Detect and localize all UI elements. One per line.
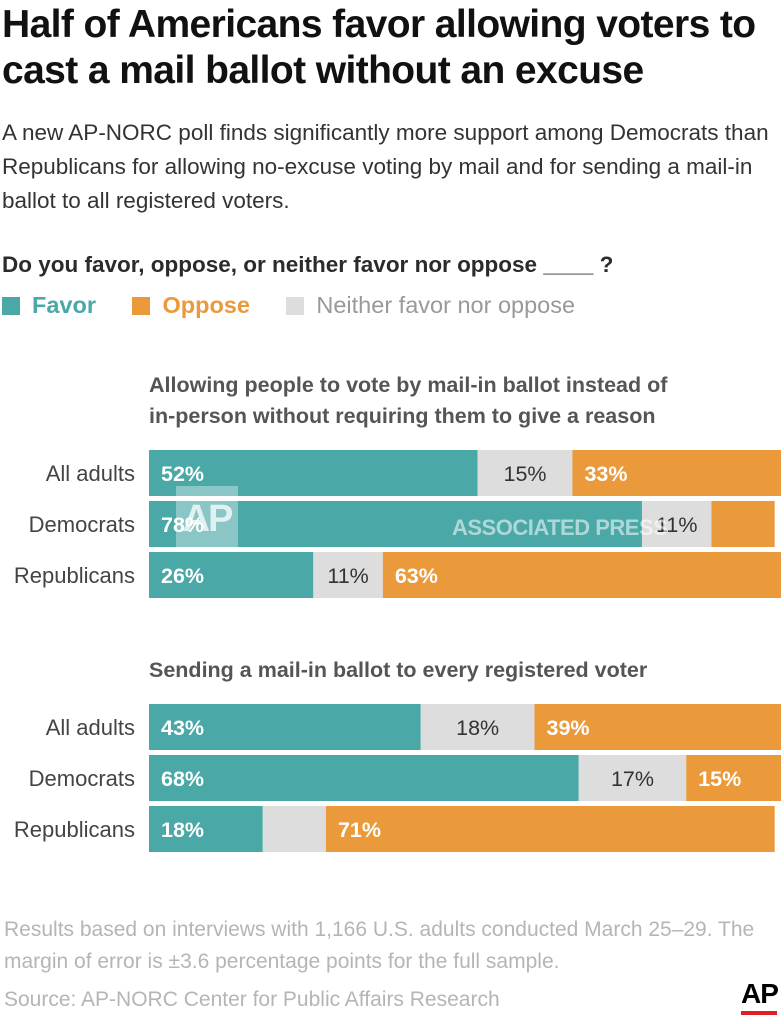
data-label-oppose: 63% xyxy=(395,564,438,588)
chart-subtitle: A new AP-NORC poll finds significantly m… xyxy=(2,120,769,213)
bar-segment-neither xyxy=(313,552,383,598)
data-label-neither: 18% xyxy=(456,716,499,740)
bar-segment-neither xyxy=(641,501,712,547)
watermark-text: ASSOCIATED PRESS xyxy=(452,515,668,540)
data-label-favor: 18% xyxy=(161,818,204,842)
footnote: Results based on interviews with 1,166 U… xyxy=(4,918,755,973)
watermark-ap-logo: AP xyxy=(176,486,238,552)
survey-question: Do you favor, oppose, or neither favor n… xyxy=(2,252,614,277)
legend-label-favor: Favor xyxy=(32,292,96,318)
category-label-all-adults: All adults xyxy=(46,715,135,740)
ap-logo-underline xyxy=(741,1011,777,1015)
bar-segment-neither xyxy=(477,450,573,496)
bar-segment-neither xyxy=(578,755,687,801)
legend-item-favor: Favor xyxy=(2,292,96,319)
source-note: Source: AP-NORC Center for Public Affair… xyxy=(4,988,500,1011)
bar-segment-oppose xyxy=(382,552,781,598)
data-label-oppose: 39% xyxy=(547,716,590,740)
data-label-favor: 43% xyxy=(161,716,204,740)
legend: Favor Oppose Neither favor nor oppose xyxy=(2,292,607,324)
data-label-favor: 68% xyxy=(161,767,204,791)
ap-logo: AP xyxy=(741,978,779,1009)
data-label-oppose: 33% xyxy=(584,462,627,486)
chart-title: Half of Americans favor allowing voters … xyxy=(2,3,756,92)
legend-swatch-favor xyxy=(2,296,20,315)
category-label-republicans: Republicans xyxy=(14,817,135,842)
panel-title-1-line-2: in-person without requiring them to give… xyxy=(149,404,656,428)
data-label-oppose: 71% xyxy=(338,818,381,842)
bar-segment-neither xyxy=(262,806,326,852)
data-label-favor: 52% xyxy=(161,462,204,486)
bar-segment-favor xyxy=(149,704,421,750)
data-label-neither: 15% xyxy=(504,462,547,486)
data-label-favor: 78% xyxy=(161,513,204,537)
panel-title-2-line-1: Sending a mail-in ballot to every regist… xyxy=(149,658,648,682)
bar-segment-neither xyxy=(420,704,535,750)
category-label-democrats: Democrats xyxy=(29,512,135,537)
bar-segment-favor xyxy=(149,501,642,547)
bar-segment-oppose xyxy=(686,755,781,801)
data-label-oppose: 15% xyxy=(698,767,741,791)
category-label-all-adults: All adults xyxy=(46,461,135,486)
legend-swatch-oppose xyxy=(132,296,151,315)
category-label-democrats: Democrats xyxy=(29,766,135,791)
bar-segment-oppose xyxy=(572,450,781,496)
legend-item-neither: Neither favor nor oppose xyxy=(286,292,575,319)
stacked-bar-chart: Allowing people to vote by mail-in ballo… xyxy=(14,373,781,852)
data-label-neither: 17% xyxy=(611,767,654,791)
bar-segment-favor xyxy=(149,755,579,801)
bar-segment-oppose xyxy=(325,806,775,852)
legend-swatch-neither xyxy=(286,296,305,315)
category-label-republicans: Republicans xyxy=(14,563,135,588)
bar-segment-favor xyxy=(149,806,263,852)
bar-segment-oppose xyxy=(711,501,775,547)
data-label-favor: 26% xyxy=(161,564,204,588)
legend-label-oppose: Oppose xyxy=(162,292,250,318)
data-label-neither: 11% xyxy=(656,513,697,537)
legend-label-neither: Neither favor nor oppose xyxy=(316,292,576,318)
bar-segment-oppose xyxy=(534,704,781,750)
legend-item-oppose: Oppose xyxy=(132,292,250,319)
data-label-neither: 11% xyxy=(327,564,368,588)
bar-segment-favor xyxy=(149,450,478,496)
bar-segment-favor xyxy=(149,552,314,598)
panel-title-1-line-1: Allowing people to vote by mail-in ballo… xyxy=(149,373,668,397)
